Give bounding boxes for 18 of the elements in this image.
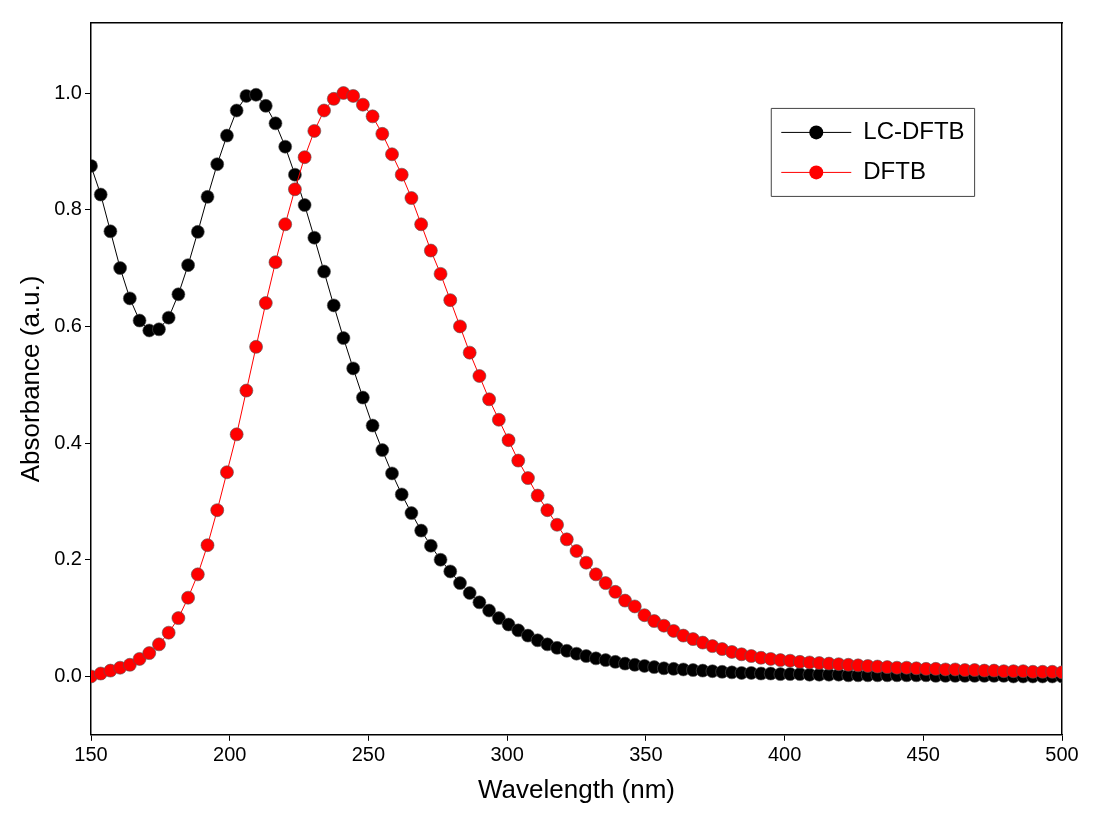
- y-tick-label: 0.0: [54, 663, 82, 686]
- y-tick-label: 0.2: [54, 547, 82, 570]
- legend-label: DFTB: [863, 157, 926, 185]
- x-tick-label: 250: [351, 743, 386, 766]
- x-tick-label: 300: [490, 743, 524, 766]
- legend-label: LC-DFTB: [863, 117, 965, 145]
- x-tick-label: 450: [906, 743, 940, 766]
- y-tick-label: 0.6: [54, 313, 82, 336]
- x-tick-label: 150: [74, 743, 108, 766]
- x-tick-label: 400: [767, 743, 802, 766]
- y-tick-label: 1.0: [54, 80, 82, 103]
- x-tick-label: 200: [213, 743, 247, 766]
- y-tick-label: 0.4: [54, 430, 82, 453]
- x-tick-label: 350: [629, 743, 663, 766]
- x-axis-title: Wavelength (nm): [478, 773, 675, 804]
- y-tick-label: 0.8: [54, 197, 82, 220]
- y-axis-title: Absorbance (a.u.): [14, 275, 45, 483]
- x-tick-label: 500: [1045, 743, 1079, 766]
